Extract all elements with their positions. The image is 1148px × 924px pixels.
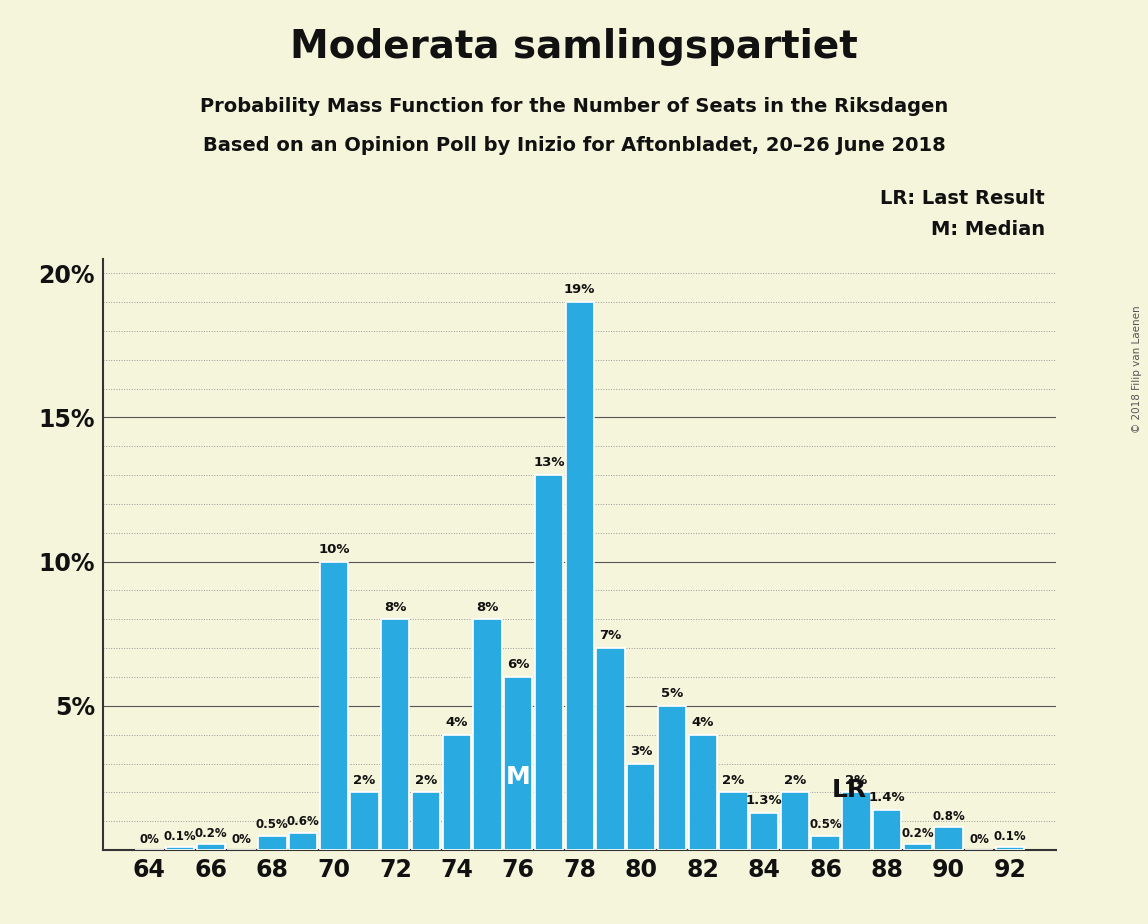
Text: 0.5%: 0.5% <box>256 819 289 832</box>
Bar <box>689 735 716 850</box>
Text: 1.4%: 1.4% <box>869 791 906 804</box>
Bar <box>934 827 963 850</box>
Bar <box>319 562 348 850</box>
Text: 2%: 2% <box>354 773 375 786</box>
Bar <box>258 835 287 850</box>
Bar <box>412 793 440 850</box>
Text: 5%: 5% <box>661 687 683 700</box>
Text: 0.6%: 0.6% <box>287 816 319 829</box>
Text: 10%: 10% <box>318 542 350 556</box>
Text: 3%: 3% <box>630 745 652 758</box>
Text: 0.5%: 0.5% <box>809 819 841 832</box>
Text: © 2018 Filip van Laenen: © 2018 Filip van Laenen <box>1132 306 1142 433</box>
Bar <box>166 847 194 850</box>
Bar <box>720 793 747 850</box>
Text: Based on an Opinion Poll by Inizio for Aftonbladet, 20–26 June 2018: Based on an Opinion Poll by Inizio for A… <box>203 136 945 155</box>
Text: 0%: 0% <box>969 833 990 845</box>
Text: LR: LR <box>832 777 867 801</box>
Bar <box>381 619 410 850</box>
Text: 0.2%: 0.2% <box>195 827 227 840</box>
Text: 2%: 2% <box>722 773 745 786</box>
Text: Probability Mass Function for the Number of Seats in the Riksdagen: Probability Mass Function for the Number… <box>200 97 948 116</box>
Bar <box>473 619 502 850</box>
Text: 8%: 8% <box>385 601 406 614</box>
Text: 2%: 2% <box>845 773 868 786</box>
Text: 0.1%: 0.1% <box>164 830 196 843</box>
Text: 2%: 2% <box>784 773 806 786</box>
Bar <box>750 812 778 850</box>
Bar <box>504 677 533 850</box>
Bar <box>443 735 471 850</box>
Text: 8%: 8% <box>476 601 498 614</box>
Bar <box>843 793 870 850</box>
Bar <box>812 835 840 850</box>
Bar <box>627 763 656 850</box>
Bar <box>996 847 1024 850</box>
Text: 19%: 19% <box>564 284 596 297</box>
Text: 0%: 0% <box>140 833 160 845</box>
Text: 13%: 13% <box>534 456 565 469</box>
Text: M: Median: M: Median <box>931 220 1045 239</box>
Bar <box>566 302 594 850</box>
Text: 2%: 2% <box>414 773 437 786</box>
Text: 0.2%: 0.2% <box>901 827 934 840</box>
Text: LR: Last Result: LR: Last Result <box>879 189 1045 209</box>
Bar <box>350 793 379 850</box>
Text: M: M <box>506 765 530 789</box>
Bar <box>658 706 687 850</box>
Bar <box>535 475 564 850</box>
Bar <box>196 845 225 850</box>
Bar <box>781 793 809 850</box>
Text: 4%: 4% <box>445 716 468 729</box>
Text: 1.3%: 1.3% <box>746 794 783 807</box>
Text: 0%: 0% <box>232 833 251 845</box>
Bar <box>596 648 625 850</box>
Text: 4%: 4% <box>691 716 714 729</box>
Text: 0.1%: 0.1% <box>994 830 1026 843</box>
Text: 7%: 7% <box>599 629 621 642</box>
Text: 0.8%: 0.8% <box>932 809 965 822</box>
Text: Moderata samlingspartiet: Moderata samlingspartiet <box>290 28 858 66</box>
Bar <box>903 845 932 850</box>
Bar <box>289 833 317 850</box>
Text: 6%: 6% <box>507 658 529 671</box>
Bar <box>872 809 901 850</box>
